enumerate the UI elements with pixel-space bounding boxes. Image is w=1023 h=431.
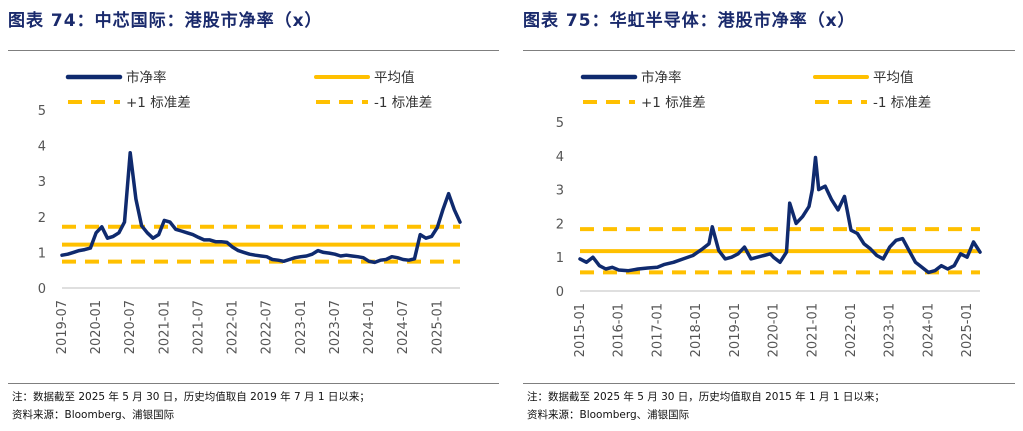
- legend-label: 市净率: [641, 69, 682, 86]
- legend-label: +1 标准差: [126, 95, 191, 111]
- title-divider: [523, 50, 1015, 51]
- legend-label: 平均值: [873, 70, 914, 86]
- x-tick-label: 2025-01: [430, 300, 445, 354]
- legend-item-plus: +1 标准差: [583, 95, 706, 111]
- x-tick-label: 2019-01: [728, 303, 743, 357]
- x-tick-label: 2023-01: [883, 303, 898, 357]
- x-tick-label: 2020-01: [89, 300, 104, 354]
- chart-title: 图表 75：华虹半导体：港股市净率（x）: [523, 11, 856, 31]
- legend-label: 平均值: [374, 70, 415, 86]
- x-tick-label: 2022-01: [844, 303, 859, 357]
- notes-divider: [523, 383, 1015, 384]
- x-tick-label: 2020-07: [123, 300, 138, 354]
- x-tick-label: 2023-07: [328, 300, 343, 354]
- y-tick-label: 0: [556, 285, 564, 300]
- y-tick-label: 1: [556, 251, 564, 266]
- legend-label: +1 标准差: [641, 95, 706, 111]
- legend-item-minus: -1 标准差: [316, 95, 432, 111]
- x-tick-label: 2019-07: [55, 300, 70, 354]
- chart-title: 图表 74：中芯国际：港股市净率（x）: [8, 11, 323, 31]
- x-tick-label: 2025-01: [960, 303, 975, 357]
- legend-item-mean: 平均值: [314, 70, 415, 86]
- x-tick-label: 2016-01: [612, 303, 627, 357]
- pb-series-line: [60, 150, 462, 265]
- pb-series-line: [578, 155, 982, 275]
- legend-item-pb: 市净率: [580, 69, 682, 86]
- y-tick-label: 3: [38, 175, 46, 190]
- pb-chart-hua-hong: 市净率 平均值 +1 标准差 -1 标准差 0 1 2 3 4 5 2015-01 2016-01 20…: [556, 69, 982, 357]
- legend-label: 市净率: [126, 69, 167, 86]
- pb-chart-smic: 市净率 平均值 +1 标准差 -1 标准差 0 1 2 3 4 5 2019-07 2020-01 20…: [38, 69, 462, 354]
- x-tick-label: 2024-01: [921, 303, 936, 357]
- legend-item-mean: 平均值: [813, 70, 914, 86]
- chart-source: 资料来源：Bloomberg、浦银国际: [12, 409, 175, 421]
- x-tick-label: 2018-01: [689, 303, 704, 357]
- y-tick-label: 3: [556, 184, 564, 199]
- legend-item-pb: 市净率: [65, 69, 167, 86]
- x-tick-label: 2022-01: [226, 300, 241, 354]
- y-tick-label: 5: [38, 104, 46, 119]
- x-tick-label: 2021-07: [191, 300, 206, 354]
- y-tick-label: 0: [38, 282, 46, 297]
- chart-panel-smic: 图表 74：中芯国际：港股市净率（x） 市净率 平均值 +1 标准差 -1 标准差 0 1…: [0, 0, 507, 431]
- x-tick-label: 2020-01: [767, 303, 782, 357]
- x-tick-label: 2024-01: [362, 300, 377, 354]
- y-tick-label: 1: [38, 246, 46, 261]
- x-tick-label: 2015-01: [573, 303, 588, 357]
- x-tick-label: 2024-07: [396, 300, 411, 354]
- y-tick-label: 5: [556, 116, 564, 131]
- chart-note: 注：数据截至 2025 年 5 月 30 日，历史均值取自 2019 年 7 月…: [12, 391, 370, 403]
- x-tick-label: 2021-01: [157, 300, 172, 354]
- y-tick-label: 4: [556, 150, 564, 165]
- legend-item-minus: -1 标准差: [815, 95, 931, 111]
- chart-panel-hua-hong: 图表 75：华虹半导体：港股市净率（x） 市净率 平均值 +1 标准差 -1 标准差 0…: [515, 0, 1023, 431]
- title-divider: [8, 50, 499, 51]
- y-tick-label: 2: [38, 211, 46, 226]
- y-tick-label: 4: [38, 140, 46, 155]
- legend-label: -1 标准差: [374, 95, 432, 111]
- chart-source: 资料来源：Bloomberg、浦银国际: [527, 409, 690, 421]
- x-tick-label: 2022-07: [260, 300, 275, 354]
- chart-note: 注：数据截至 2025 年 5 月 30 日，历史均值取自 2015 年 1 月…: [527, 391, 885, 403]
- notes-divider: [8, 383, 499, 384]
- legend-item-plus: +1 标准差: [68, 95, 191, 111]
- x-tick-label: 2021-01: [805, 303, 820, 357]
- x-tick-label: 2023-01: [294, 300, 309, 354]
- x-tick-label: 2017-01: [650, 303, 665, 357]
- legend-label: -1 标准差: [873, 95, 931, 111]
- y-tick-label: 2: [556, 217, 564, 232]
